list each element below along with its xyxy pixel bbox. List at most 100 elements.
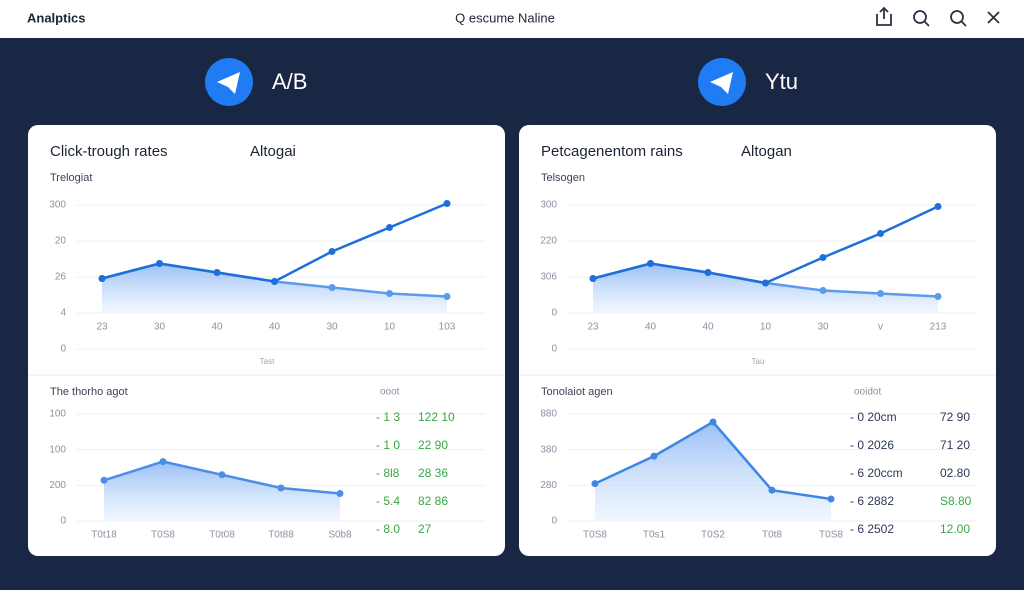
x-tick-label: v [878, 322, 883, 333]
card-tag: Altogai [250, 143, 296, 160]
point [819, 254, 827, 261]
point [934, 203, 942, 210]
point [709, 418, 717, 426]
card-title: Petcagenentom rains [541, 143, 683, 160]
table-cell: - 6 20ccm [850, 466, 903, 480]
y-tick-label: 300 [49, 200, 66, 211]
x-tick-label: 40 [269, 322, 281, 333]
table-cell: - 6 2882 [850, 494, 894, 508]
table-cell: - 8l8 [376, 466, 400, 480]
app-name: Analptics [27, 10, 86, 25]
point [98, 275, 106, 282]
point [704, 269, 712, 276]
table-header: ooidot [854, 387, 881, 398]
x-tick-label: T0t88 [268, 530, 294, 541]
chart-label: Tonolaiot agen [541, 386, 613, 398]
card-title: Click-trough rates [50, 143, 168, 160]
point [213, 269, 221, 276]
x-tick-label: 30 [154, 322, 166, 333]
point [336, 490, 344, 498]
table-cell: 12.00 [940, 522, 970, 536]
search-icon[interactable] [913, 10, 927, 24]
top-bar [0, 0, 1024, 38]
point [819, 287, 827, 294]
x-axis-label: Tast [260, 357, 275, 366]
y-tick-label: 26 [55, 272, 67, 283]
close-icon[interactable] [987, 11, 1000, 24]
point [271, 278, 278, 285]
x-tick-label: S0b8 [328, 530, 352, 541]
point [827, 495, 835, 503]
table-cell: 82 86 [418, 494, 448, 508]
x-tick-label: 30 [326, 322, 338, 333]
x-tick-label: T0S8 [819, 530, 843, 541]
card [519, 125, 996, 556]
y-tick-label: 280 [540, 480, 557, 491]
panel-heading: Ytu [765, 69, 798, 94]
table-cell: - 1 0 [376, 438, 400, 452]
search-icon[interactable] [950, 10, 964, 24]
point [589, 275, 597, 282]
x-tick-label: T0S8 [151, 530, 175, 541]
table-cell: 72 90 [940, 410, 970, 424]
x-tick-label: T0t8 [762, 530, 782, 541]
x-tick-label: 213 [930, 322, 947, 333]
area [104, 461, 340, 521]
table-cell: S8.80 [940, 494, 972, 508]
x-tick-label: 40 [211, 322, 223, 333]
table-header: ooot [380, 387, 400, 398]
x-tick-label: 103 [439, 322, 456, 333]
card [28, 125, 505, 556]
y-tick-label: 380 [540, 444, 557, 455]
x-tick-label: T0t18 [91, 530, 117, 541]
table-cell: 27 [418, 522, 432, 536]
y-tick-label: 220 [540, 236, 557, 247]
point [328, 248, 336, 255]
point [386, 290, 393, 297]
chart-label: Telsogen [541, 172, 585, 184]
y-tick-label: 200 [49, 480, 66, 491]
area [102, 263, 447, 313]
area [593, 263, 938, 313]
table-cell: - 0 2026 [850, 438, 894, 452]
plane [710, 72, 733, 94]
x-axis-label: Tau [752, 357, 765, 366]
table-cell: - 8.0 [376, 522, 400, 536]
x-tick-label: 40 [702, 322, 714, 333]
point [877, 290, 884, 297]
point [443, 200, 451, 207]
point [100, 476, 108, 484]
card-tag: Altogan [741, 143, 792, 160]
x-tick-label: T0t08 [209, 530, 235, 541]
point [762, 279, 769, 287]
x-tick-label: 10 [760, 322, 772, 333]
point [443, 293, 451, 300]
point [277, 484, 285, 492]
point [591, 480, 599, 488]
x-tick-label: 23 [96, 322, 108, 333]
x-tick-label: T0S8 [583, 530, 607, 541]
y-tick-label: 0 [551, 516, 557, 527]
search-box[interactable]: Q escume Naline [455, 10, 555, 25]
panel-heading: A/B [272, 69, 307, 94]
point [650, 452, 658, 460]
y-tick-label: 100 [49, 409, 66, 420]
y-tick-label: 0 [551, 344, 557, 355]
table-cell: 02.80 [940, 466, 970, 480]
point [934, 293, 942, 300]
y-tick-label: 306 [540, 272, 557, 283]
y-tick-label: 300 [540, 200, 557, 211]
share-icon[interactable] [876, 6, 892, 26]
point [156, 260, 163, 267]
chart-label: Trelogiat [50, 172, 92, 184]
point [159, 458, 167, 466]
table-cell: 71 20 [940, 438, 970, 452]
point [218, 471, 226, 479]
table-cell: 122 10 [418, 410, 455, 424]
point [877, 230, 884, 237]
table-cell: - 0 20cm [850, 410, 897, 424]
y-tick-label: 0 [60, 516, 66, 527]
x-tick-label: 30 [817, 322, 829, 333]
toolbar-icons [876, 6, 1000, 27]
table-cell: - 6 2502 [850, 522, 894, 536]
